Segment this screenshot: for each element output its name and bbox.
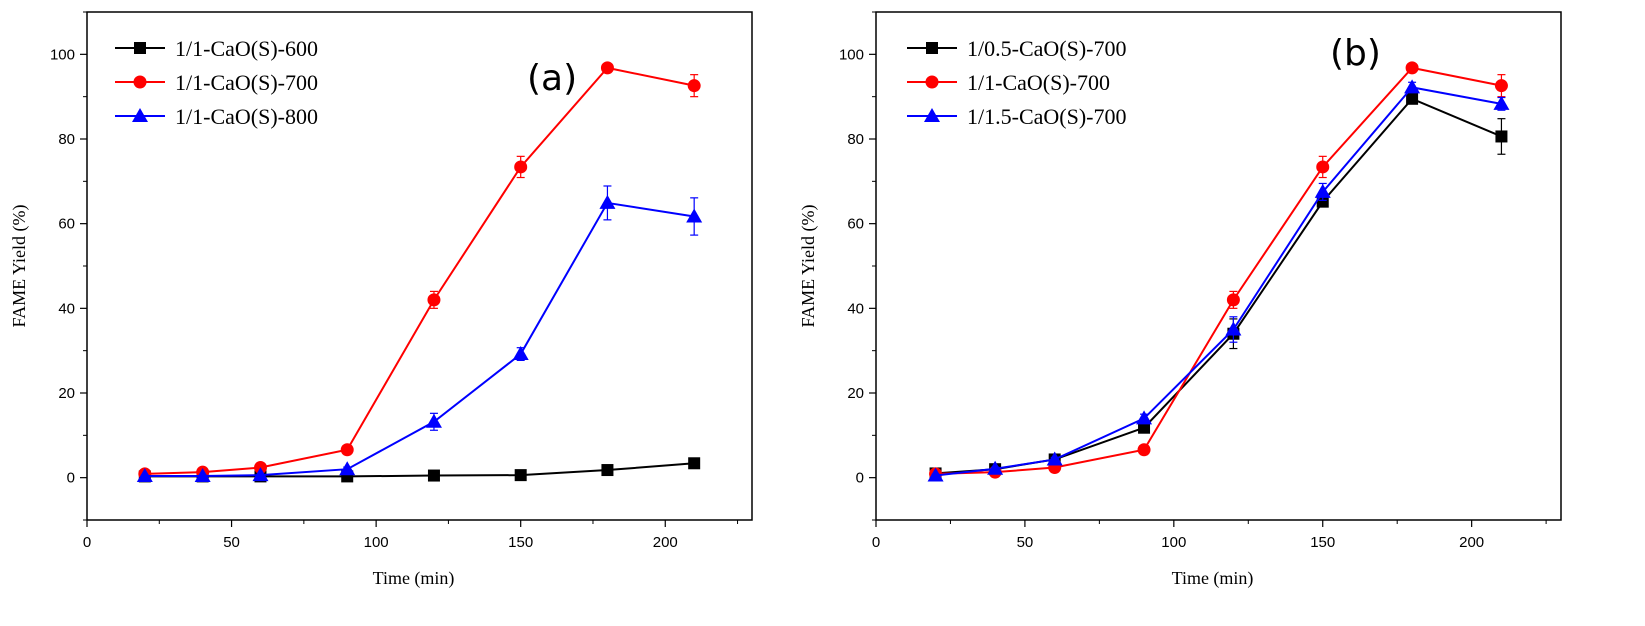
data-point <box>1316 160 1330 174</box>
series-line <box>935 86 1502 477</box>
x-tick-label: 150 <box>1310 534 1335 551</box>
x-tick-label: 150 <box>508 534 533 551</box>
x-tick-label: 0 <box>872 534 880 551</box>
x-axis-label: Time (min) <box>373 568 455 589</box>
legend-marker <box>132 108 148 122</box>
y-axis-label: FAME Yield (%) <box>798 205 819 328</box>
x-axis-label: Time (min) <box>1172 568 1254 589</box>
data-point <box>1495 130 1508 143</box>
series-2 <box>138 61 701 481</box>
series-3 <box>136 185 703 482</box>
data-point <box>340 443 354 457</box>
data-point <box>1138 421 1151 434</box>
data-point <box>1137 443 1151 457</box>
y-tick-label: 0 <box>856 470 864 487</box>
legend-label: 1/0.5-CaO(S)-700 <box>967 36 1126 61</box>
data-point <box>600 61 614 75</box>
y-tick-label: 20 <box>847 385 864 402</box>
legend-label: 1/1-CaO(S)-700 <box>175 70 318 95</box>
y-tick-label: 60 <box>58 216 75 233</box>
data-point <box>1136 410 1153 425</box>
x-tick-label: 200 <box>653 534 678 551</box>
data-point <box>425 413 442 428</box>
data-point <box>599 194 616 209</box>
series-line <box>144 201 695 477</box>
data-point <box>927 467 944 482</box>
y-tick-label: 40 <box>58 300 75 317</box>
y-tick-label: 0 <box>67 470 75 487</box>
data-point <box>339 461 356 476</box>
series-line <box>935 97 1502 475</box>
legend-label: 1/1-CaO(S)-700 <box>967 70 1110 95</box>
data-point <box>136 467 153 482</box>
panel-label: (b) <box>1330 33 1381 74</box>
y-tick-label: 20 <box>58 385 75 402</box>
legend-marker <box>925 75 939 89</box>
y-axis-label: FAME Yield (%) <box>9 205 30 328</box>
legend-marker <box>133 75 147 89</box>
chart-panel-2: 0 50 100 150 200 0 20 40 60 80 100 Time (min) FAME Y… <box>798 11 1562 589</box>
chart-panel-1: 0 50 100 150 200 0 20 40 60 80 100 Time (min) FAME Y… <box>9 11 753 589</box>
legend-label: 1/1.5-CaO(S)-700 <box>967 104 1126 129</box>
data-point <box>686 208 703 223</box>
data-point <box>1226 293 1240 307</box>
legend-marker <box>134 42 146 54</box>
data-point <box>987 460 1004 475</box>
data-point <box>427 469 440 482</box>
data-point <box>514 469 527 482</box>
data-point <box>252 467 269 482</box>
x-tick-label: 200 <box>1459 534 1484 551</box>
data-point <box>512 346 529 361</box>
x-tick-label: 0 <box>83 534 91 551</box>
series-1 <box>929 92 1508 480</box>
data-point <box>688 457 701 470</box>
x-tick-label: 100 <box>364 534 389 551</box>
y-tick-label: 80 <box>58 131 75 148</box>
data-point <box>687 79 701 93</box>
data-point <box>1314 183 1331 198</box>
y-tick-label: 80 <box>847 131 864 148</box>
x-tick-label: 100 <box>1161 534 1186 551</box>
data-point <box>1316 195 1329 208</box>
legend-marker <box>924 108 940 122</box>
data-point <box>427 293 441 307</box>
data-point <box>601 464 614 477</box>
series-line <box>144 66 695 475</box>
data-point <box>1404 79 1421 94</box>
data-point <box>1405 61 1419 75</box>
x-tick-label: 50 <box>223 534 240 551</box>
data-point <box>1225 321 1242 336</box>
data-point <box>1494 79 1508 93</box>
y-tick-label: 40 <box>847 300 864 317</box>
legend: 1/1-CaO(S)-600 1/1-CaO(S)-700 1/1-CaO(S)-8… <box>115 36 318 129</box>
legend: 1/0.5-CaO(S)-700 1/1-CaO(S)-700 1/1.5-CaO(… <box>907 36 1126 129</box>
legend-label: 1/1-CaO(S)-600 <box>175 36 318 61</box>
series-3 <box>927 79 1510 482</box>
panel-label: (a) <box>527 58 577 99</box>
y-tick-label: 100 <box>50 46 75 63</box>
data-point <box>1406 92 1419 105</box>
data-point <box>1046 451 1063 466</box>
x-tick-label: 50 <box>1017 534 1034 551</box>
data-point <box>1493 95 1510 110</box>
legend-label: 1/1-CaO(S)-800 <box>175 104 318 129</box>
y-tick-label: 100 <box>839 46 864 63</box>
legend-marker <box>926 42 938 54</box>
y-tick-label: 60 <box>847 216 864 233</box>
data-point <box>194 467 211 482</box>
data-point <box>514 160 528 174</box>
